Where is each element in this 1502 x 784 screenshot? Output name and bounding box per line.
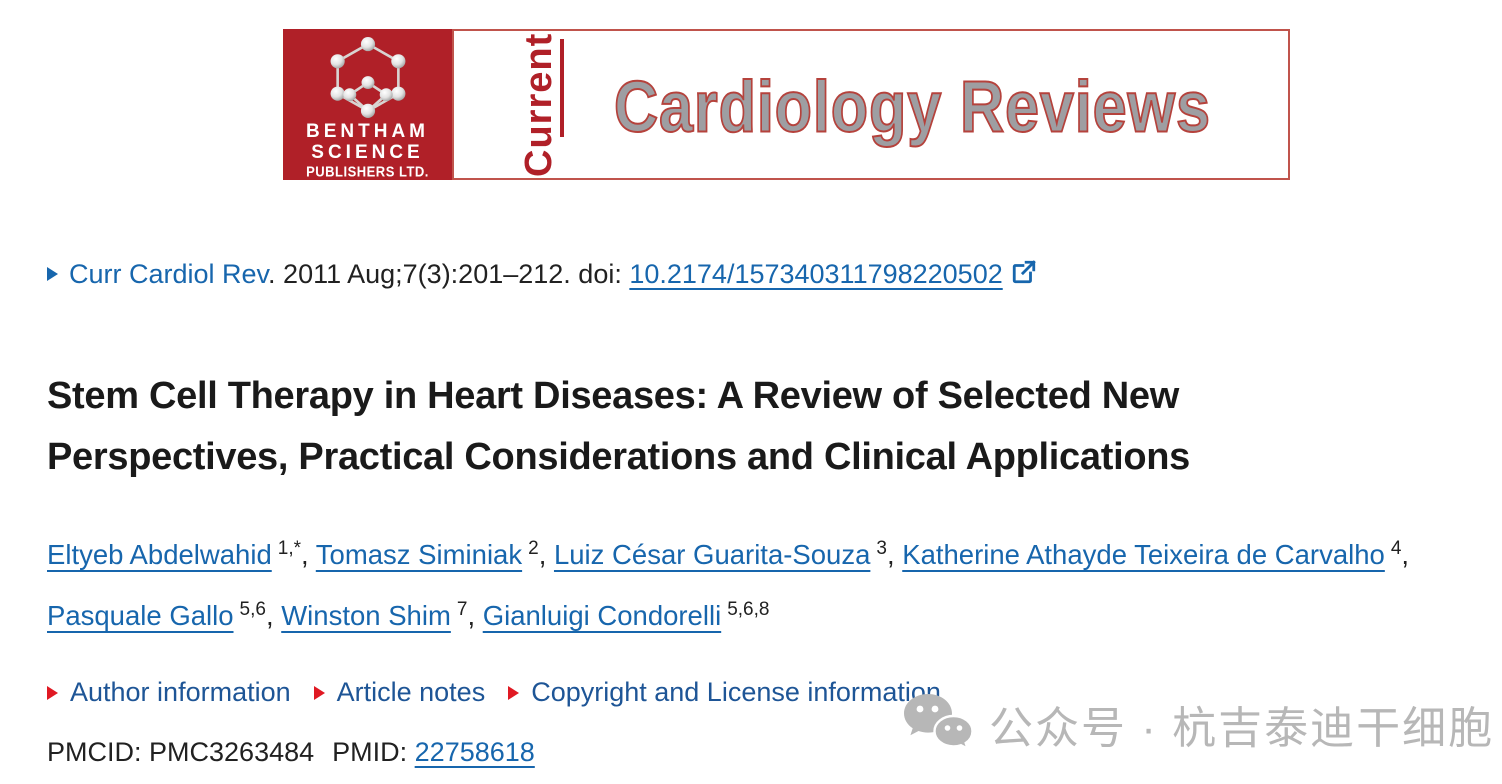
- article-notes-label: Article notes: [336, 677, 486, 707]
- author-link[interactable]: Winston Shim: [281, 600, 451, 631]
- author-link[interactable]: Pasquale Gallo: [47, 600, 234, 631]
- author-separator: ,: [301, 539, 316, 570]
- author-affiliation-sup: 5,6: [239, 598, 266, 620]
- journal-masthead: Current Cardiology Reviews: [452, 29, 1290, 180]
- citation-line: Curr Cardiol Rev. 2011 Aug;7(3):201–212.…: [47, 257, 1037, 290]
- author-information-label: Author information: [70, 677, 291, 707]
- journal-prefix-current: Current: [518, 32, 560, 177]
- publisher-name-line1: BENTHAM: [306, 121, 429, 142]
- publisher-name-line2: SCIENCE: [311, 142, 424, 163]
- article-notes-toggle[interactable]: Article notes: [313, 677, 486, 708]
- author-separator: ,: [1401, 539, 1410, 570]
- author: Katherine Athayde Teixeira de Carvalho 4: [902, 539, 1401, 570]
- author-affiliation-sup: 4: [1390, 537, 1402, 559]
- author: Gianluigi Condorelli 5,6,8: [483, 600, 770, 631]
- author-link[interactable]: Luiz César Guarita-Souza: [553, 539, 871, 570]
- doi-external-link[interactable]: [1003, 259, 1037, 289]
- bentham-molecule-icon: [330, 37, 405, 118]
- expander-triangle-icon: [313, 685, 325, 700]
- journal-abbrev-link[interactable]: Curr Cardiol Rev: [69, 259, 269, 289]
- author-list: Eltyeb Abdelwahid 1,*, Tomasz Siminiak 2, …: [47, 524, 1487, 646]
- author: Pasquale Gallo 5,6: [47, 600, 266, 631]
- journal-banner: BENTHAM SCIENCE PUBLISHERS LTD. Current …: [283, 29, 1290, 180]
- bentham-publisher-logo: BENTHAM SCIENCE PUBLISHERS LTD.: [283, 29, 452, 180]
- article-title: Stem Cell Therapy in Heart Diseases: A R…: [47, 366, 1447, 488]
- expander-triangle-icon: [47, 685, 58, 700]
- author: Luiz César Guarita-Souza 3: [554, 539, 887, 570]
- pmcid-label: PMCID:: [47, 737, 150, 767]
- publisher-name-line3: PUBLISHERS LTD.: [306, 163, 429, 180]
- pmid-link[interactable]: 22758618: [414, 737, 535, 767]
- citation-marker-icon: [47, 266, 58, 281]
- journal-title: Cardiology Reviews: [613, 66, 1211, 148]
- author-link[interactable]: Katherine Athayde Teixeira de Carvalho: [902, 539, 1385, 570]
- masthead-red-rule: [560, 39, 564, 137]
- pmid-label: PMID:: [332, 737, 415, 767]
- citation-detail: . 2011 Aug;7(3):201–212. doi:: [268, 259, 630, 289]
- copyright-license-toggle[interactable]: Copyright and License information: [508, 677, 941, 708]
- author: Eltyeb Abdelwahid 1,*: [47, 539, 301, 570]
- author-affiliation-sup: 7: [456, 598, 468, 620]
- author-affiliation-sup: 3: [876, 537, 887, 559]
- article-title-line1: Stem Cell Therapy in Heart Diseases: A R…: [47, 375, 1179, 417]
- author-separator: ,: [265, 600, 282, 631]
- author-affiliation-sup: 2: [528, 537, 539, 559]
- article-info-links: Author information Article notes Copyrig…: [47, 677, 941, 708]
- author-information-toggle[interactable]: Author information: [47, 677, 291, 708]
- wechat-icon: [904, 694, 974, 752]
- expander-triangle-icon: [508, 685, 520, 700]
- author-separator: ,: [538, 539, 554, 570]
- article-ids: PMCID: PMC3263484 PMID: 22758618: [47, 737, 535, 768]
- doi-link[interactable]: 10.2174/157340311798220502: [629, 259, 1003, 289]
- author-link[interactable]: Tomasz Siminiak: [315, 539, 523, 570]
- wechat-watermark: 公众号 · 杭吉泰迪干细胞: [901, 692, 1494, 756]
- pmcid-value: PMC3263484: [149, 737, 315, 767]
- author: Winston Shim 7: [281, 600, 467, 631]
- author-link[interactable]: Eltyeb Abdelwahid: [47, 539, 272, 570]
- author-affiliation-sup: 5,6,8: [727, 598, 770, 620]
- copyright-license-label: Copyright and License information: [531, 677, 941, 707]
- author: Tomasz Siminiak 2: [316, 539, 539, 570]
- author-separator: ,: [467, 600, 483, 631]
- article-title-line2: Perspectives, Practical Considerations a…: [47, 436, 1190, 478]
- author-separator: ,: [886, 539, 903, 570]
- author-link[interactable]: Gianluigi Condorelli: [482, 600, 722, 631]
- author-affiliation-sup: 1,*: [277, 537, 301, 559]
- external-link-icon[interactable]: [1011, 259, 1037, 285]
- watermark-text: 公众号 · 杭吉泰迪干细胞: [989, 704, 1495, 753]
